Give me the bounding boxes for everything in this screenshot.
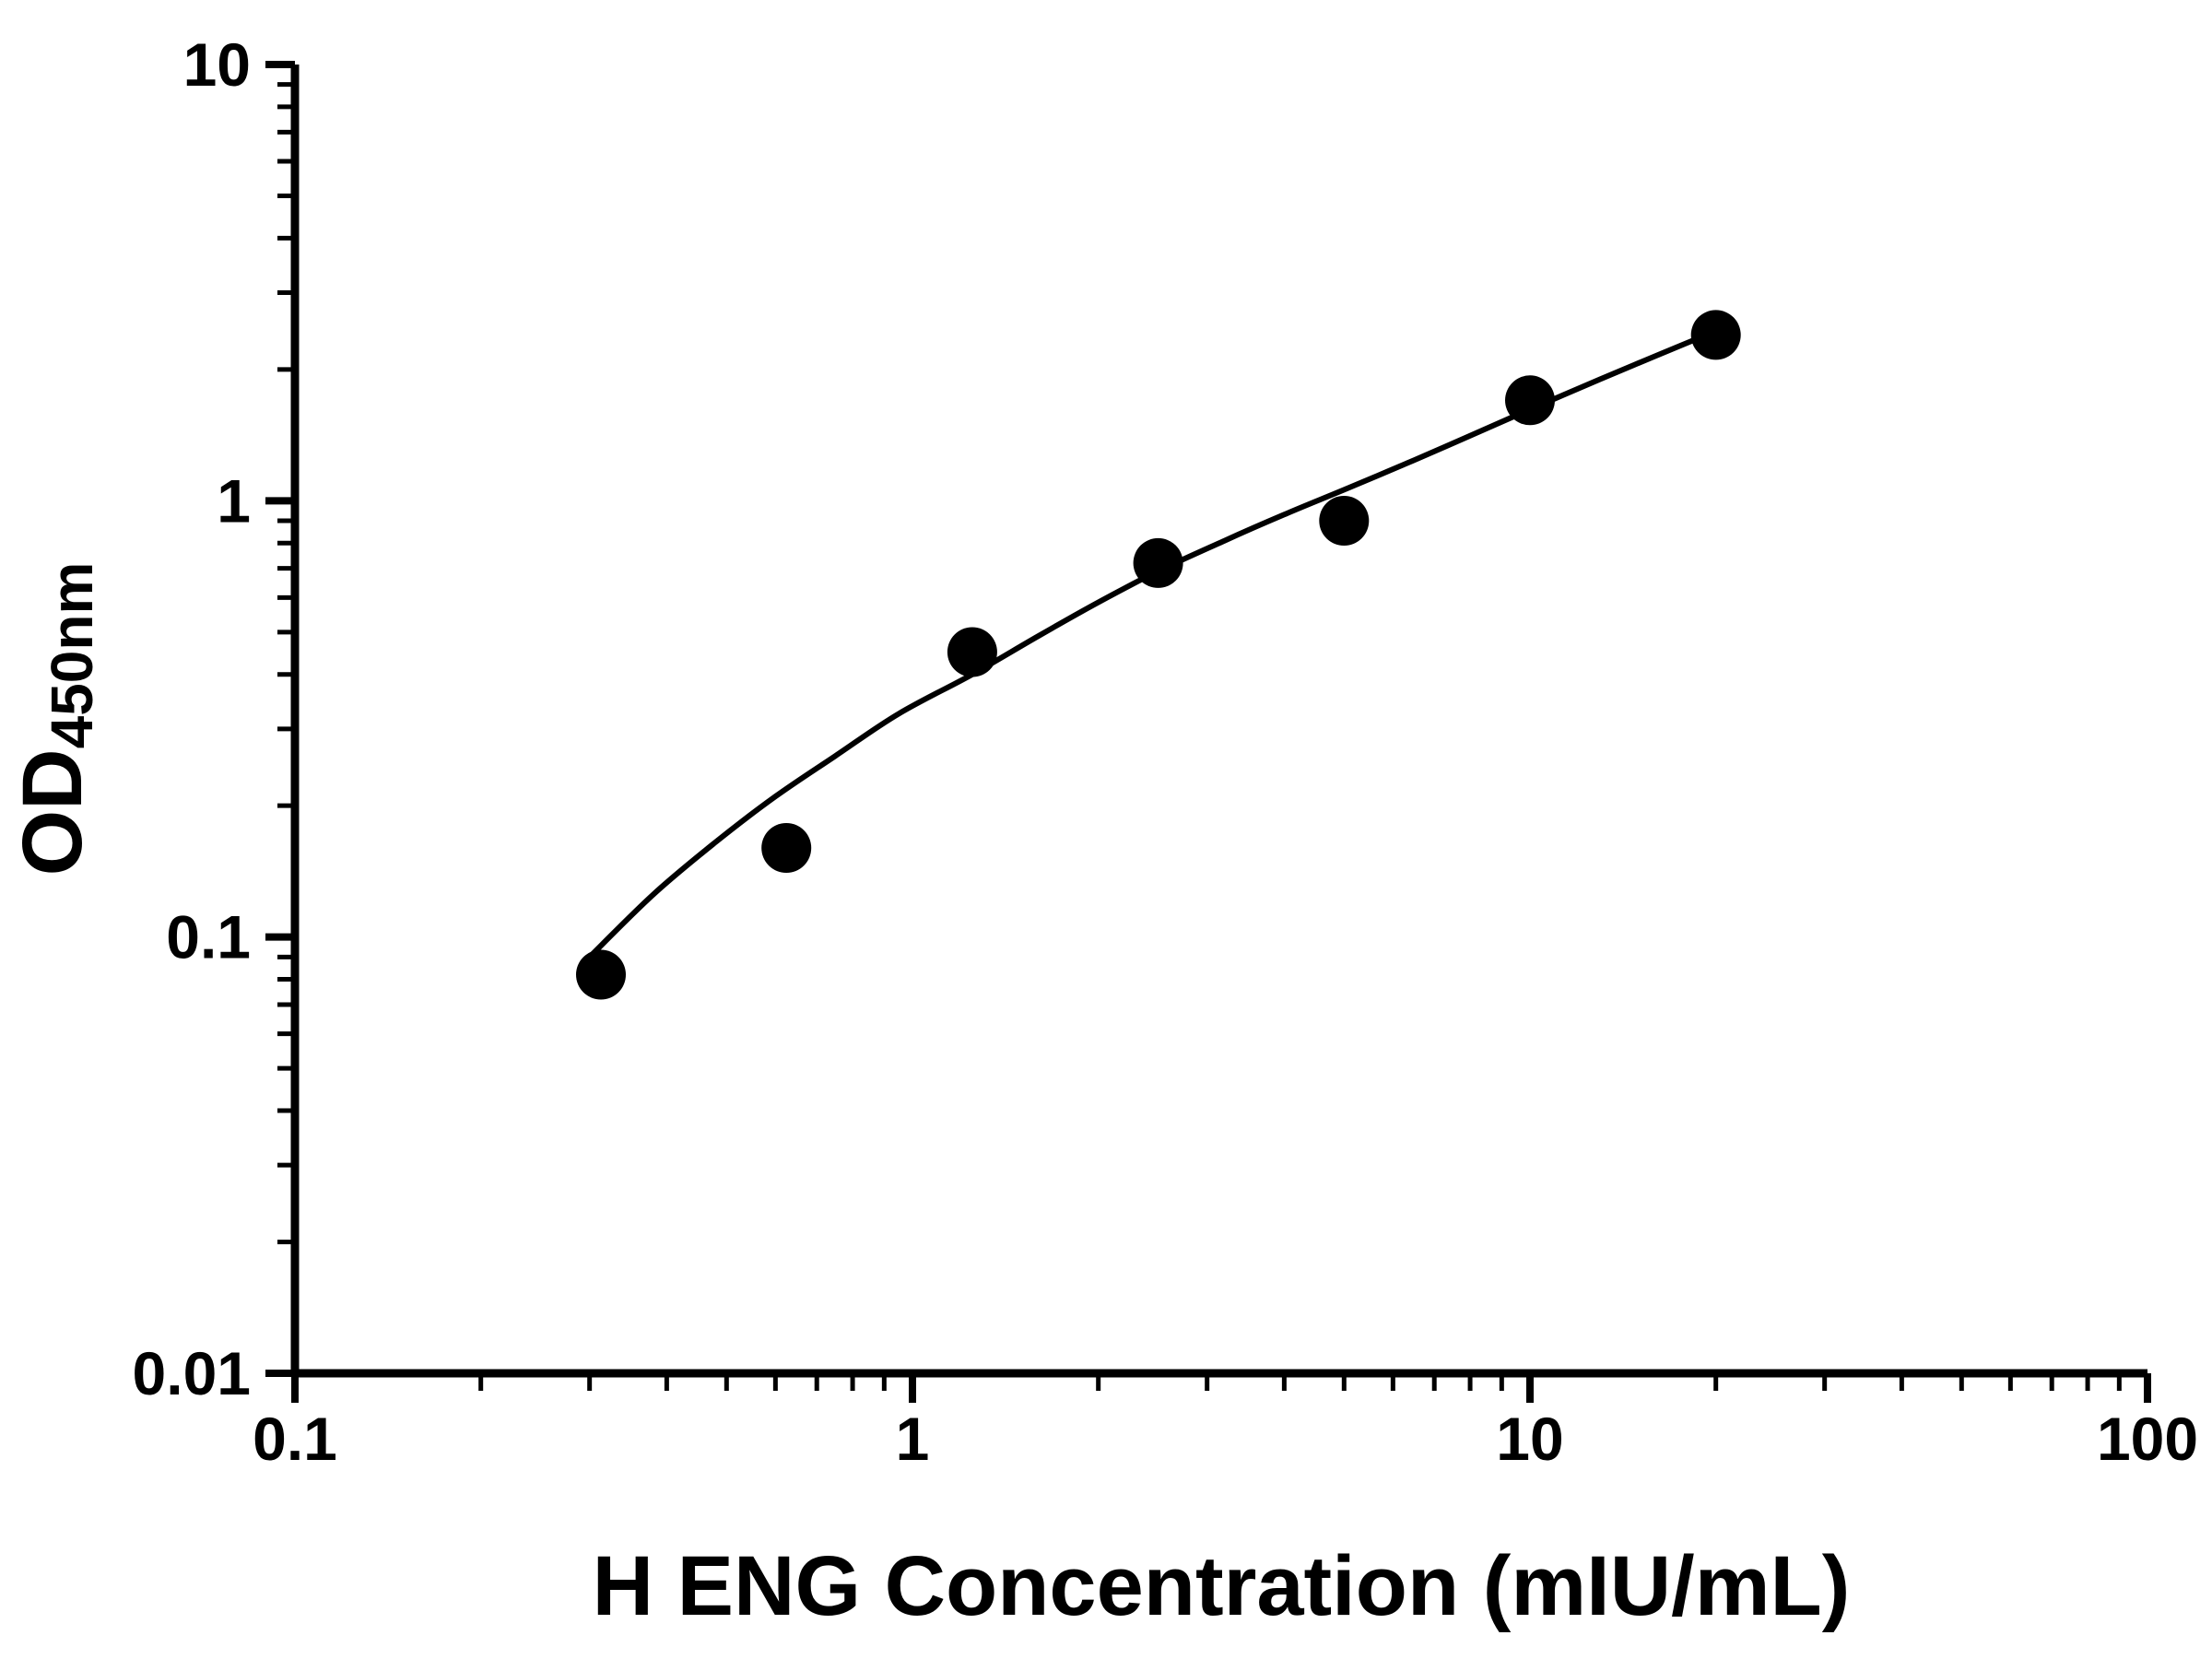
x-tick-label: 100 <box>2097 1405 2198 1473</box>
x-tick-label: 10 <box>1496 1405 1563 1473</box>
data-points-layer <box>576 310 1741 1000</box>
data-point <box>1690 310 1741 360</box>
data-point <box>1133 537 1183 588</box>
data-point <box>1319 496 1370 546</box>
y-tick-label: 0.1 <box>166 903 251 971</box>
fit-curve-layer <box>586 328 1719 960</box>
y-axis-title-main: OD <box>6 748 100 876</box>
data-point <box>947 627 997 677</box>
y-axis-title-sub: 450nm <box>39 562 105 749</box>
fitted-curve <box>586 328 1719 960</box>
y-tick-label: 10 <box>183 30 251 99</box>
data-point <box>1505 375 1555 426</box>
major-ticks-layer <box>265 61 2151 1403</box>
data-point <box>576 949 626 1000</box>
x-tick-label: 0.1 <box>253 1405 337 1473</box>
data-point <box>761 823 812 873</box>
y-axis-title: OD450nm <box>6 562 105 877</box>
y-tick-label: 1 <box>217 466 251 535</box>
x-axis-title: H ENG Concentration (mIU/mL) <box>593 1539 1851 1633</box>
x-tick-label: 1 <box>896 1405 930 1473</box>
minor-ticks-layer <box>277 82 2122 1391</box>
y-tick-label: 0.01 <box>133 1339 251 1407</box>
axes-layer <box>290 65 2147 1378</box>
